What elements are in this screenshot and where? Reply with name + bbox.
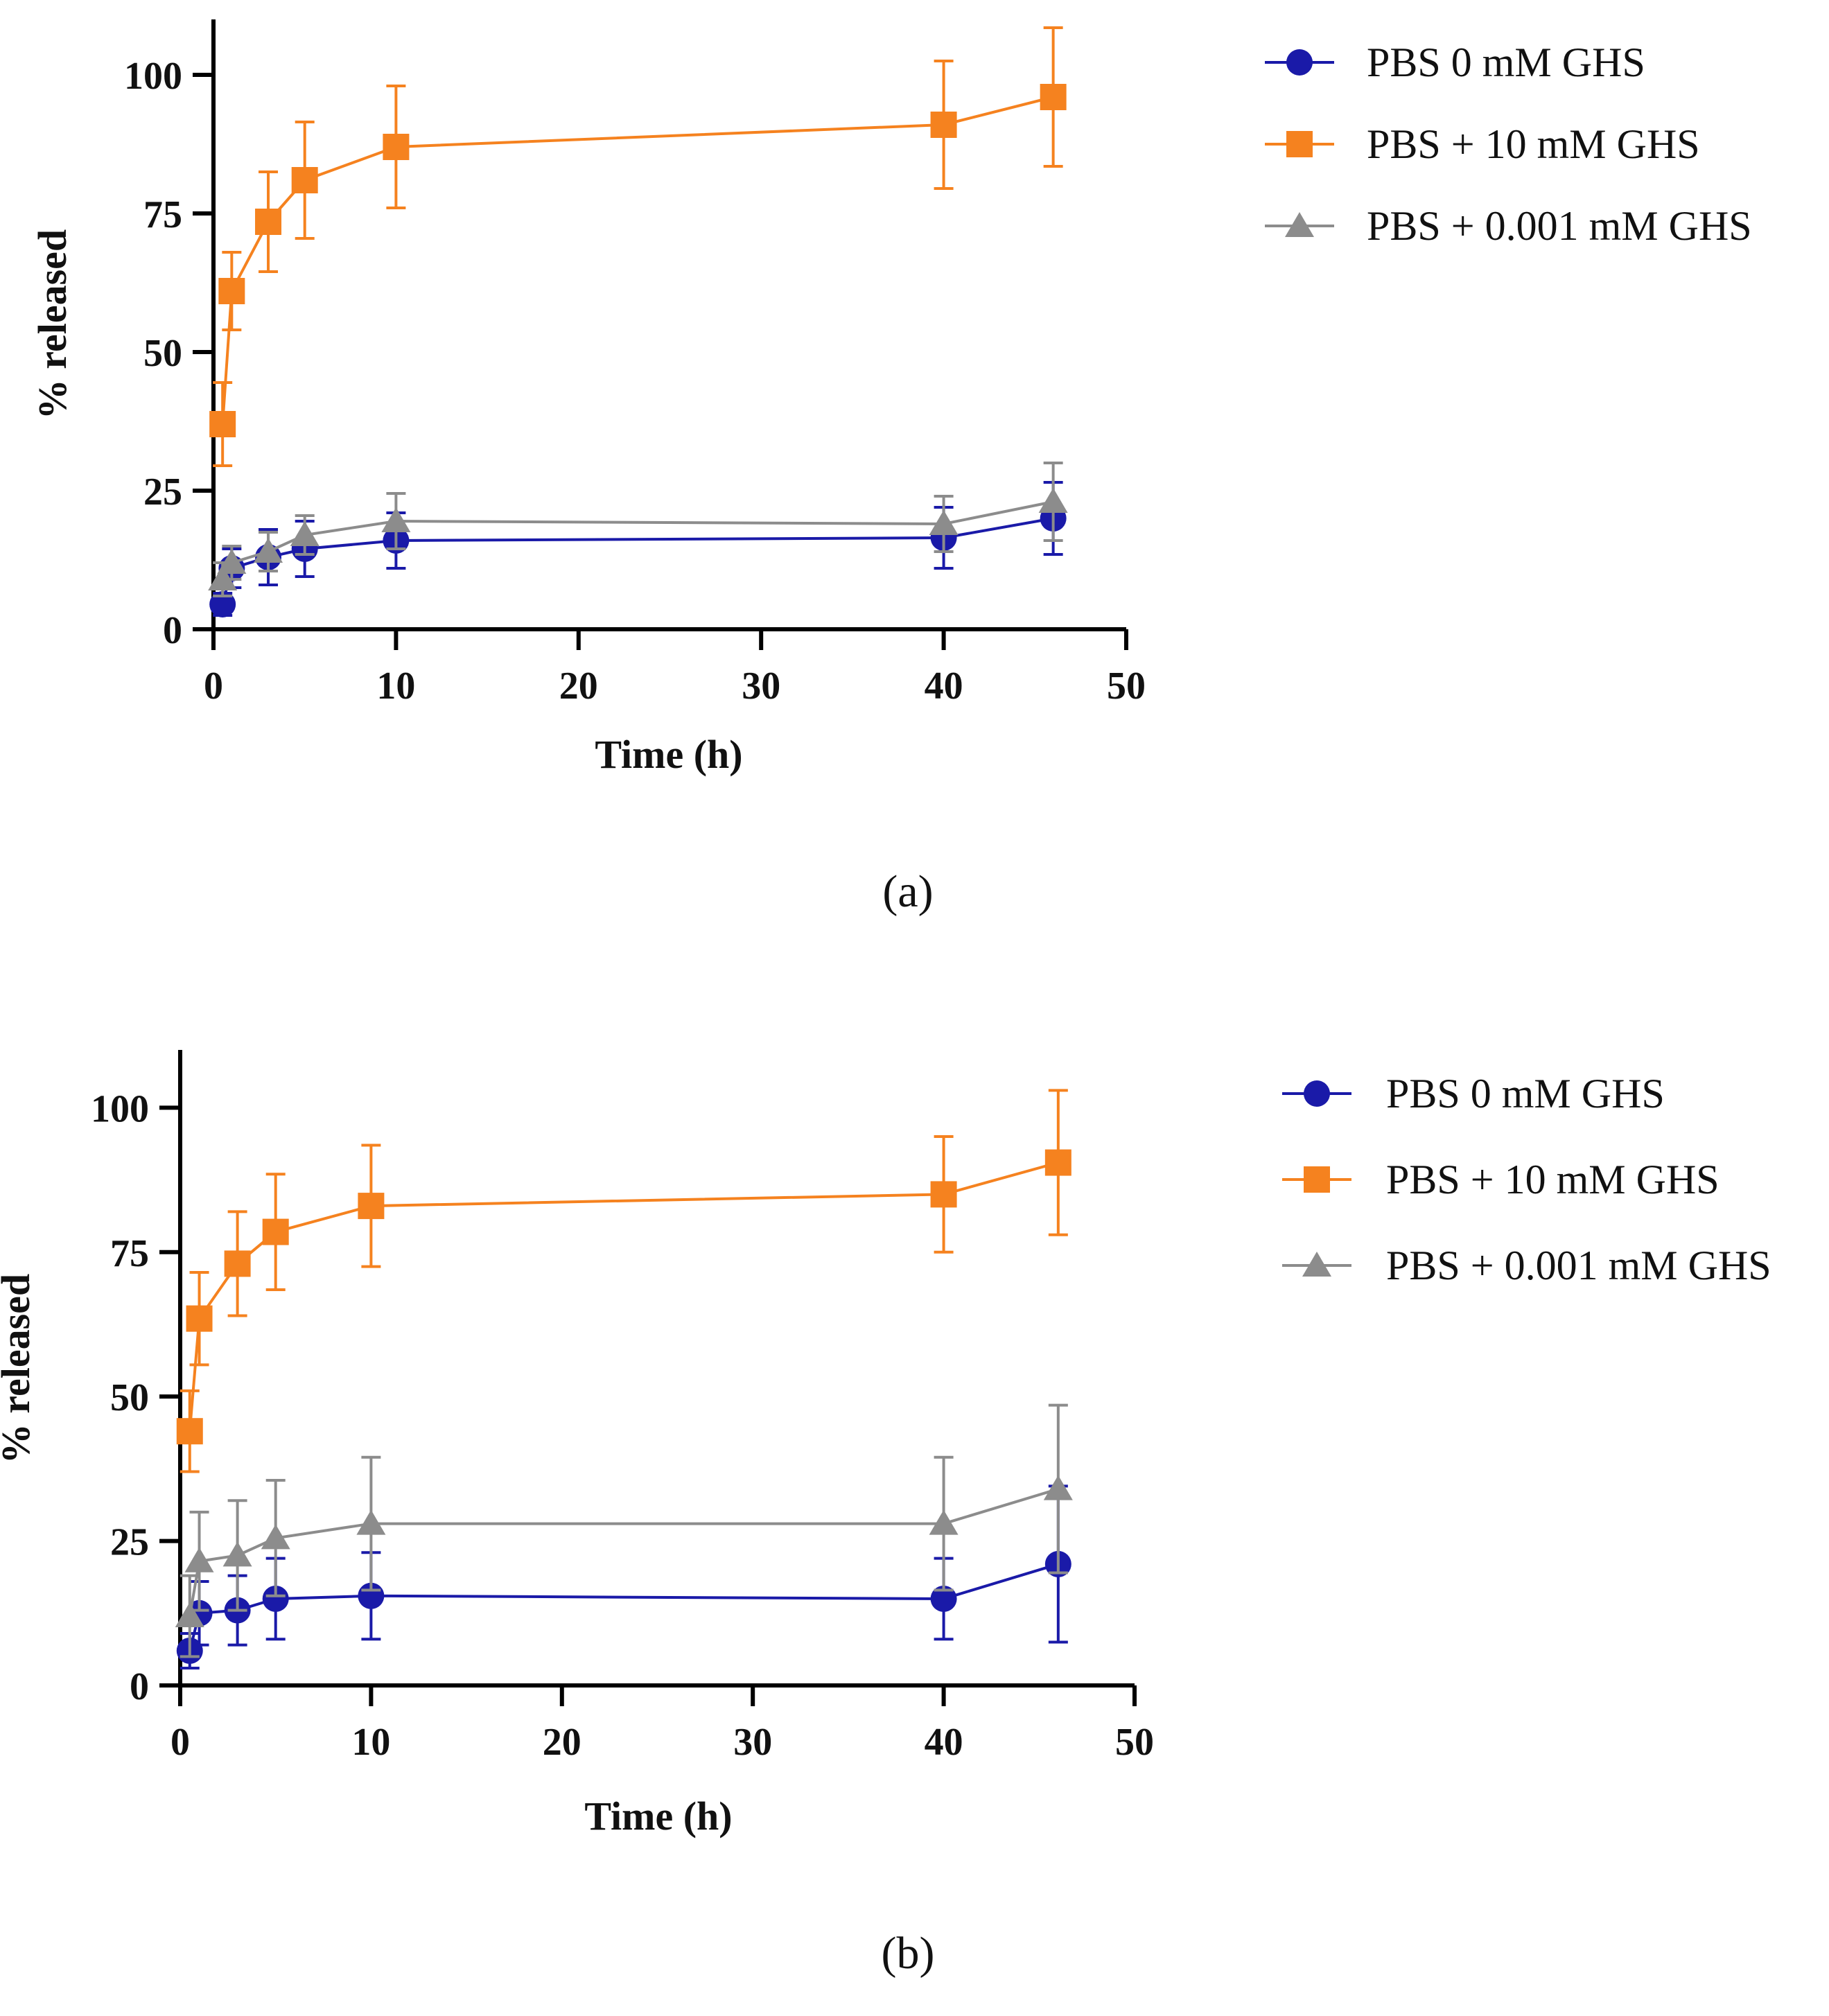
panel-label: (a) [882, 866, 933, 917]
legend-marker [1286, 49, 1313, 76]
series-square [176, 1089, 1071, 1473]
data-point [186, 1305, 213, 1332]
data-point [217, 549, 247, 574]
data-point [209, 591, 236, 617]
series-line [221, 517, 1053, 605]
legend-label: PBS + 0.001 mM GHS [1367, 203, 1752, 249]
series-triangle [175, 1403, 1073, 1658]
data-point [262, 1218, 289, 1245]
data-point [175, 1602, 204, 1627]
data-point [1038, 488, 1068, 513]
data-point [1043, 1475, 1073, 1500]
x-tick-label: 20 [559, 665, 598, 708]
x-tick-label: 40 [925, 665, 963, 708]
x-tick-label: 0 [170, 1721, 190, 1764]
data-point [290, 521, 320, 546]
data-point [358, 1193, 385, 1220]
y-tick-label: 100 [124, 55, 182, 98]
series-triangle [208, 462, 1068, 597]
legend-entry: PBS + 0.001 mM GHS [1282, 1243, 1771, 1288]
chart-panel-a: 0 10 20 30 40 50 0 25 50 75 100 Time (h) % released P… [30, 19, 1752, 917]
y-axis-title: % released [0, 1274, 38, 1464]
legend-label: PBS + 0.001 mM GHS [1386, 1243, 1771, 1288]
series-line [221, 96, 1054, 425]
y-tick-label: 75 [110, 1232, 149, 1275]
legend-marker [1302, 1252, 1331, 1277]
y-tick-label: 25 [110, 1521, 149, 1564]
x-axis-title: Time (h) [595, 732, 742, 777]
series-circle [176, 1484, 1071, 1669]
legend-entry: PBS + 10 mM GHS [1265, 121, 1700, 167]
data-point [209, 411, 236, 437]
data-point [930, 112, 957, 138]
y-tick-label: 50 [143, 332, 182, 375]
x-tick-label: 50 [1115, 1721, 1154, 1764]
data-point [381, 507, 411, 532]
legend-entry: PBS 0 mM GHS [1282, 1071, 1665, 1116]
data-point [383, 134, 410, 160]
series-line [188, 1161, 1059, 1432]
legend-marker [1304, 1080, 1330, 1107]
x-tick-label: 50 [1107, 665, 1146, 708]
legend-entry: PBS 0 mM GHS [1265, 40, 1645, 85]
y-tick-label: 0 [130, 1665, 149, 1708]
legend-marker [1285, 212, 1314, 237]
chart-panel-b: 0 10 20 30 40 50 0 25 50 75 100 Time (h) % released P… [0, 1050, 1771, 1979]
x-tick-label: 0 [204, 665, 223, 708]
series-square [209, 26, 1067, 467]
data-point [929, 1509, 959, 1535]
y-tick-label: 75 [143, 193, 182, 236]
legend-label: PBS + 10 mM GHS [1386, 1157, 1719, 1202]
legend-marker [1286, 131, 1313, 157]
data-point [176, 1418, 203, 1445]
data-point [184, 1547, 214, 1572]
legend-label: PBS 0 mM GHS [1386, 1071, 1665, 1116]
y-tick-label: 25 [143, 471, 182, 514]
legend-entry: PBS + 10 mM GHS [1282, 1157, 1719, 1202]
y-tick-label: 50 [110, 1376, 149, 1419]
legend-label: PBS + 10 mM GHS [1367, 121, 1700, 167]
data-point [930, 1585, 957, 1612]
legend-label: PBS 0 mM GHS [1367, 40, 1645, 85]
x-axis-title: Time (h) [584, 1794, 732, 1839]
x-tick-label: 10 [376, 665, 415, 708]
legend-entry: PBS + 0.001 mM GHS [1265, 203, 1752, 249]
x-tick-label: 30 [742, 665, 780, 708]
series-circle [209, 481, 1067, 617]
x-tick-label: 30 [733, 1721, 772, 1764]
data-point [291, 167, 318, 193]
data-point [1040, 84, 1067, 110]
data-point [222, 1541, 252, 1567]
panel-label: (b) [882, 1928, 935, 1979]
series-line [188, 1563, 1059, 1651]
data-point [224, 1250, 251, 1277]
x-tick-label: 10 [351, 1721, 390, 1764]
legend-marker [1304, 1166, 1330, 1193]
y-tick-label: 100 [91, 1087, 149, 1130]
data-point [356, 1509, 386, 1535]
data-point [208, 566, 238, 590]
data-point [218, 278, 245, 304]
data-point [929, 510, 959, 535]
data-point [1044, 1149, 1071, 1176]
data-point [262, 1585, 289, 1612]
y-axis-title: % released [30, 229, 75, 419]
x-tick-label: 40 [925, 1721, 963, 1764]
y-tick-label: 0 [163, 609, 182, 652]
data-point [254, 538, 283, 563]
x-tick-label: 20 [543, 1721, 581, 1764]
data-point [255, 209, 282, 235]
data-point [930, 1181, 957, 1208]
data-point [261, 1524, 290, 1550]
